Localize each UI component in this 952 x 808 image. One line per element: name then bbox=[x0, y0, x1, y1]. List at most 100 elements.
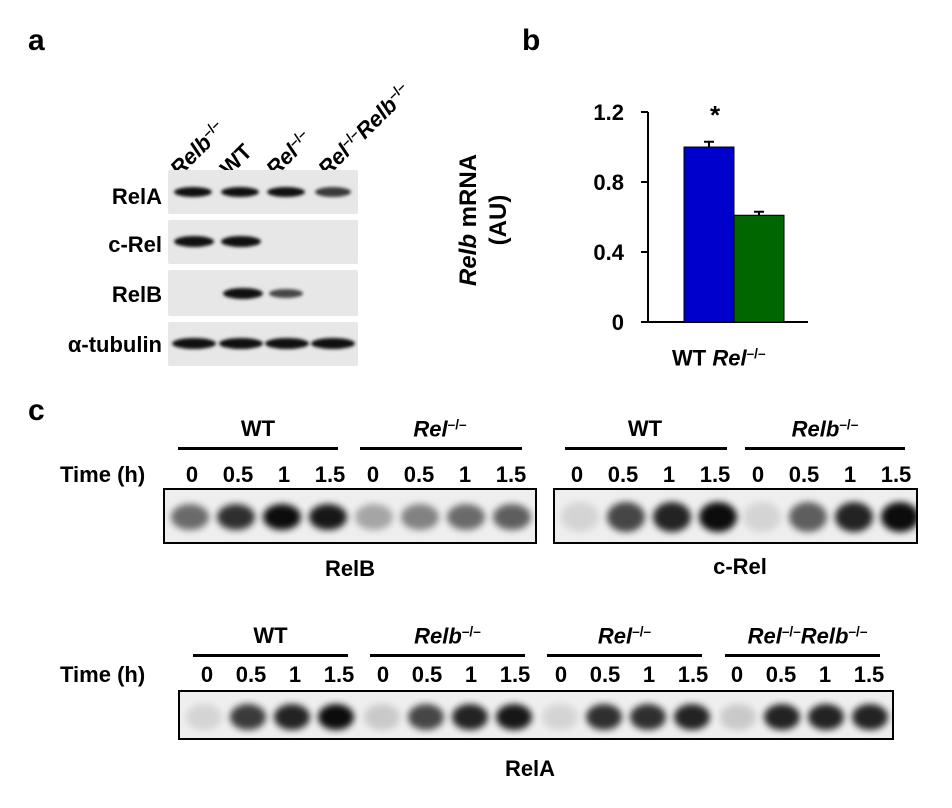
panel-b-letter: b bbox=[522, 24, 541, 57]
group-header-b-rel: Rel–/– bbox=[547, 625, 702, 648]
band bbox=[174, 187, 212, 197]
gel-rela bbox=[178, 690, 894, 740]
gel-band bbox=[653, 502, 691, 532]
bar-rel-ko bbox=[733, 214, 785, 323]
gel-band bbox=[699, 502, 737, 532]
x-label-rel-sup: –/– bbox=[746, 346, 766, 361]
gel-band bbox=[318, 704, 354, 730]
time-tick-label: 0.5 bbox=[589, 662, 621, 687]
band bbox=[221, 236, 261, 247]
time-label-bottom: Time (h) bbox=[60, 662, 146, 687]
gel-caption-relb: RelB bbox=[324, 556, 376, 581]
group-name: WT bbox=[627, 416, 663, 441]
y-axis-label-line2: (AU) bbox=[485, 194, 512, 246]
time-tick-label: 0 bbox=[730, 662, 744, 687]
gel-band bbox=[493, 504, 531, 530]
gel-band bbox=[452, 704, 488, 730]
group-rule bbox=[178, 447, 338, 450]
group-name: Rel bbox=[747, 623, 782, 649]
time-tick-label: 1 bbox=[818, 662, 832, 687]
group-sup: –/– bbox=[781, 624, 801, 639]
group-name: WT bbox=[253, 623, 288, 648]
band bbox=[223, 288, 263, 299]
row-label-relb: RelB bbox=[111, 282, 162, 307]
gel-band bbox=[217, 504, 255, 530]
gel-relb bbox=[163, 488, 537, 544]
group-rule bbox=[745, 447, 905, 450]
group-header-wt: WT bbox=[178, 418, 338, 440]
row-label-rela: RelA bbox=[111, 184, 162, 209]
time-tick-label: 0 bbox=[185, 462, 199, 487]
band bbox=[219, 338, 263, 349]
gel-band bbox=[586, 704, 622, 730]
time-tick-label: 0 bbox=[570, 462, 584, 487]
row-label-tubulin: α-tubulin bbox=[67, 332, 162, 357]
gel-band bbox=[447, 504, 485, 530]
gel-caption-crel: c-Rel bbox=[713, 554, 767, 579]
gel-band bbox=[720, 704, 756, 730]
y-axis-label: Relb mRNA (AU) bbox=[455, 100, 527, 340]
bar-wt bbox=[683, 146, 735, 323]
gel-band bbox=[561, 502, 599, 532]
panel-a-letter: a bbox=[28, 24, 45, 57]
group-sup: –/– bbox=[632, 624, 652, 639]
group-rule bbox=[370, 654, 525, 657]
group-header-b-wt: WT bbox=[193, 625, 348, 647]
time-tick-label: 1 bbox=[458, 462, 472, 487]
group-sup: –/– bbox=[839, 417, 859, 432]
band bbox=[311, 338, 355, 349]
time-tick-label: 0.5 bbox=[788, 462, 820, 487]
time-label-top: Time (h) bbox=[60, 462, 146, 487]
time-tick-label: 0.5 bbox=[222, 462, 254, 487]
time-tick-label: 0 bbox=[751, 462, 765, 487]
gel-band bbox=[764, 704, 800, 730]
time-tick-label: 0 bbox=[366, 462, 380, 487]
gel-band bbox=[808, 704, 844, 730]
group-rule bbox=[193, 654, 348, 657]
gel-band bbox=[881, 502, 916, 532]
group-rule bbox=[547, 654, 702, 657]
gel-band bbox=[408, 704, 444, 730]
time-tick-label: 1.5 bbox=[314, 462, 346, 487]
time-tick-label: 0 bbox=[376, 662, 390, 687]
time-tick-label: 0.5 bbox=[411, 662, 443, 687]
gel-band bbox=[852, 704, 888, 730]
col-header-double-ko: Rel–/–Relb–/– bbox=[313, 79, 415, 181]
time-tick-label: 1.5 bbox=[699, 462, 731, 487]
gel-band bbox=[789, 502, 827, 532]
time-tick-label: 1 bbox=[843, 462, 857, 487]
band bbox=[221, 187, 259, 197]
time-tick-label: 1.5 bbox=[853, 662, 885, 687]
group-rule bbox=[565, 447, 727, 450]
time-tick-label: 0.5 bbox=[235, 662, 267, 687]
time-tick-label: 1.5 bbox=[323, 662, 355, 687]
gel-band bbox=[263, 504, 301, 530]
time-tick-label: 1 bbox=[288, 662, 302, 687]
gel-band bbox=[743, 502, 781, 532]
gel-band bbox=[364, 704, 400, 730]
gel-band bbox=[309, 504, 347, 530]
gel-band bbox=[401, 504, 439, 530]
time-tick-label: 1.5 bbox=[495, 462, 527, 487]
group-header-b-relb: Relb–/– bbox=[370, 625, 525, 648]
y-axis-label-unit: mRNA bbox=[455, 153, 482, 234]
time-tick-label: 0.5 bbox=[403, 462, 435, 487]
group-header-rel-ko: Rel–/– bbox=[360, 418, 520, 441]
band bbox=[174, 236, 214, 247]
time-tick-label: 1 bbox=[464, 662, 478, 687]
time-tick-label: 0.5 bbox=[765, 662, 797, 687]
gel-band bbox=[355, 504, 393, 530]
time-tick-label: 1.5 bbox=[499, 662, 531, 687]
blot-strip-relb bbox=[168, 270, 358, 316]
group-name: Rel bbox=[413, 416, 448, 442]
gel-band bbox=[630, 704, 666, 730]
group-name-2: Relb bbox=[800, 623, 849, 649]
gel-band bbox=[274, 704, 310, 730]
band bbox=[315, 187, 351, 197]
gel-caption-rela: RelA bbox=[504, 756, 556, 781]
time-tick-label: 0.5 bbox=[607, 462, 639, 487]
significance-asterisk: * bbox=[710, 100, 721, 130]
row-label-crel: c-Rel bbox=[108, 232, 162, 257]
group-header-relb-ko: Relb–/– bbox=[745, 418, 905, 441]
x-axis-labels: WT Rel–/– bbox=[672, 347, 766, 370]
